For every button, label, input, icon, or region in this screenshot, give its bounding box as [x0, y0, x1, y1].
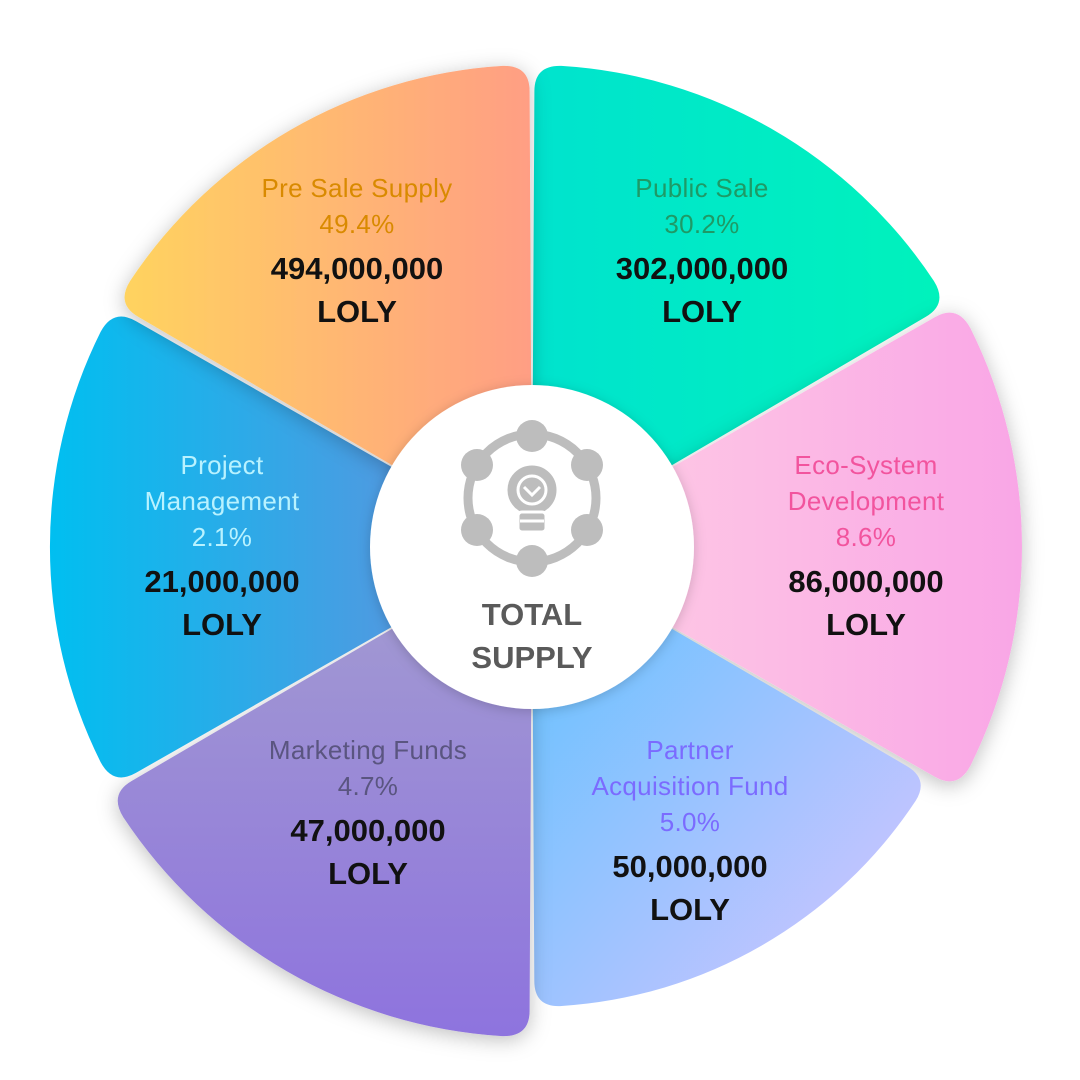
slice-percent-partner-acquisition-fund: 5.0%	[660, 807, 720, 837]
slice-label-project-management: Project Management 2.1% 21,000,000 LOLY	[144, 450, 299, 642]
slice-unit-pre-sale-supply: LOLY	[317, 294, 397, 329]
slice-percent-public-sale: 30.2%	[664, 209, 739, 239]
slice-name-pre-sale-supply-0: Pre Sale Supply	[262, 173, 453, 203]
slice-percent-marketing-funds: 4.7%	[338, 771, 398, 801]
slice-percent-eco-system-development: 8.6%	[836, 522, 896, 552]
slice-name-public-sale-0: Public Sale	[635, 173, 768, 203]
slice-name-project-management-1: Management	[145, 486, 300, 516]
slice-unit-public-sale: LOLY	[662, 294, 742, 329]
slice-label-partner-acquisition-fund: Partner Acquisition Fund 5.0% 50,000,000 LOL…	[591, 735, 788, 927]
slice-name-eco-system-development-1: Development	[788, 486, 945, 516]
slice-amount-pre-sale-supply: 494,000,000	[271, 251, 443, 286]
slice-name-partner-acquisition-fund-0: Partner	[646, 735, 733, 765]
slice-unit-marketing-funds: LOLY	[328, 856, 408, 891]
slice-name-project-management-0: Project	[180, 450, 263, 480]
slice-label-marketing-funds: Marketing Funds 4.7% 47,000,000 LOLY	[269, 735, 467, 891]
slice-name-eco-system-development-0: Eco-System	[794, 450, 937, 480]
center-hub: TOTAL SUPPLY	[370, 385, 694, 709]
slice-unit-project-management: LOLY	[182, 607, 262, 642]
slice-name-partner-acquisition-fund-1: Acquisition Fund	[591, 771, 788, 801]
slice-amount-public-sale: 302,000,000	[616, 251, 788, 286]
slice-unit-partner-acquisition-fund: LOLY	[650, 892, 730, 927]
slice-label-pre-sale-supply: Pre Sale Supply 49.4% 494,000,000 LOLY	[262, 173, 453, 329]
slice-percent-project-management: 2.1%	[192, 522, 252, 552]
slice-amount-partner-acquisition-fund: 50,000,000	[612, 849, 767, 884]
slice-project-management	[49, 316, 532, 778]
slice-percent-pre-sale-supply: 49.4%	[319, 209, 394, 239]
slice-eco-system-development	[532, 312, 1022, 782]
slice-amount-eco-system-development: 86,000,000	[788, 564, 943, 599]
slice-amount-marketing-funds: 47,000,000	[290, 813, 445, 848]
slice-amount-project-management: 21,000,000	[144, 564, 299, 599]
slice-label-eco-system-development: Eco-System Development 8.6% 86,000,000 LOLY	[788, 450, 945, 642]
center-label-line2: SUPPLY	[471, 640, 593, 675]
slice-name-marketing-funds-0: Marketing Funds	[269, 735, 467, 765]
bulb-network-icon	[461, 420, 603, 577]
slice-label-public-sale: Public Sale 30.2% 302,000,000 LOLY	[616, 173, 788, 329]
center-label-line1: TOTAL	[482, 597, 582, 632]
slice-unit-eco-system-development: LOLY	[826, 607, 906, 642]
